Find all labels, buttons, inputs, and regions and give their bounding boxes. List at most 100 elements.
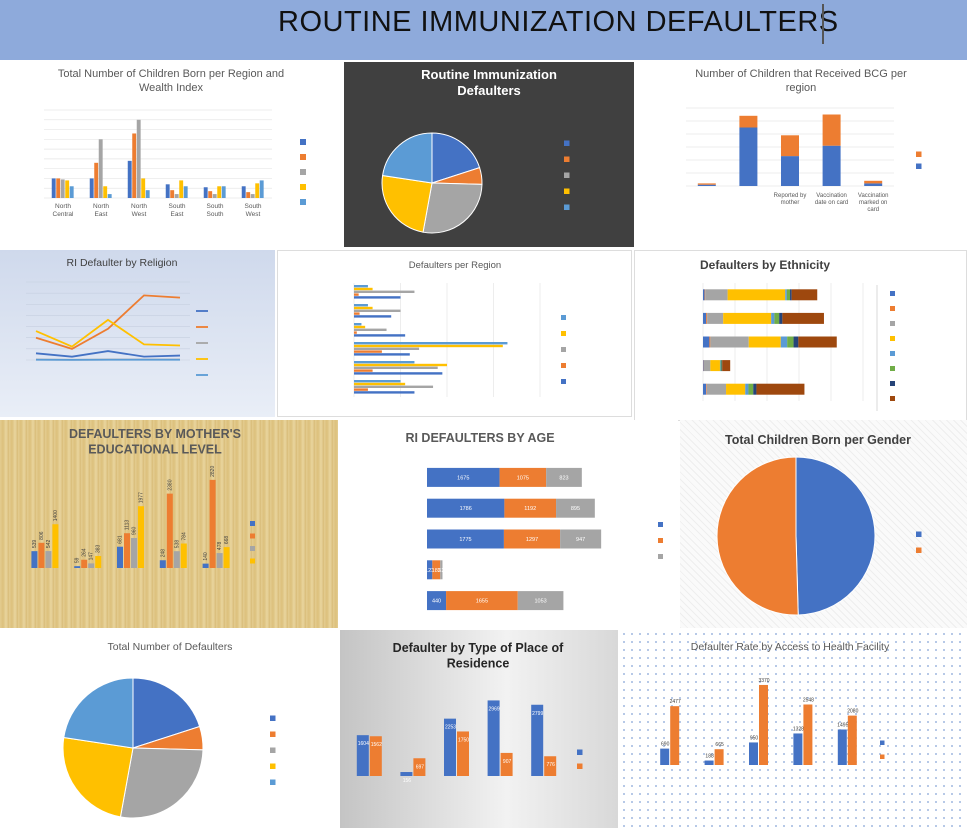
- bar-value-label: 2548: [803, 697, 814, 703]
- legend-swatch-medium: [564, 156, 570, 162]
- bar-urban: [781, 135, 799, 157]
- pie-slice-unvaccinated: [381, 132, 433, 184]
- bar-igbo: [787, 336, 794, 348]
- bar-big-problem: [749, 742, 758, 765]
- bar-value-label: 264: [82, 548, 88, 557]
- bar-kanuri-beriberi: [798, 336, 837, 348]
- chart-religion-line: RI Defaulter by Religion: [26, 257, 208, 376]
- bar-value-label: 1977: [139, 492, 145, 503]
- bar-value-label: 907: [503, 759, 512, 765]
- bar-value-label: 1775: [459, 537, 471, 543]
- legend-swatch-2: [658, 554, 663, 559]
- chart-title: Defaulters by Ethnicity: [700, 258, 830, 272]
- bar-not-a-big-problem: [759, 684, 768, 765]
- bar-1: [503, 529, 561, 549]
- panel-ethnicity: Defaulters by Ethnicity: [634, 250, 967, 421]
- bar-fully-immunized: [354, 334, 406, 337]
- bar-value-label: 2820: [210, 466, 216, 477]
- legend-swatch-partially-high: [564, 172, 570, 178]
- legend-swatch-poorer: [300, 154, 306, 160]
- bar-poorest: [98, 139, 103, 198]
- pie-slice-partially-high: [422, 182, 483, 234]
- bar-richest: [107, 194, 112, 198]
- bar-poorest: [174, 194, 179, 198]
- bar-medium: [354, 331, 357, 334]
- bar-no-education: [209, 479, 216, 568]
- bar-ijaw-izon: [721, 360, 723, 372]
- bar-poorest: [136, 119, 141, 198]
- bar-1: [432, 560, 441, 580]
- bar-rural: [531, 704, 544, 776]
- bar-partially-high: [354, 328, 387, 331]
- bar-big-problem: [837, 729, 847, 765]
- bar-richer: [103, 186, 108, 198]
- bar-rural: [444, 718, 456, 776]
- bar-value-label: 2253: [445, 725, 456, 731]
- bar-ekoi: [706, 383, 707, 395]
- pie-slice-partially-low: [381, 174, 433, 233]
- legend-swatch-female: [916, 531, 922, 537]
- bar-urban: [457, 731, 469, 776]
- bar-igbo: [774, 312, 780, 324]
- panel-region-defaulters: Defaulters per Region: [277, 250, 632, 417]
- bar-unvaccinated: [354, 361, 415, 364]
- bar-rural: [697, 184, 716, 186]
- legend-swatch-no-education: [250, 533, 255, 539]
- legend-swatch-rural: [577, 749, 583, 755]
- bar-secondary-education: [95, 556, 102, 568]
- bar-big-problem: [793, 733, 803, 765]
- pie-slice-female: [795, 456, 876, 616]
- bar-fully-immunized: [354, 391, 415, 394]
- bar-ibibio: [745, 383, 749, 395]
- bar-ibibio: [719, 360, 721, 372]
- bar-2: [556, 498, 595, 518]
- bar-rural: [781, 156, 799, 186]
- x-tick-label: North Central: [53, 203, 75, 218]
- bar-big-problem: [704, 760, 714, 765]
- bar-middle: [203, 187, 208, 198]
- bar-medium: [354, 369, 373, 372]
- chart-title: RI Defaulter by Religion: [67, 257, 178, 269]
- bar-richer: [217, 186, 222, 198]
- bar-not-a-big-problem: [714, 749, 724, 765]
- legend-swatch-ekoi: [890, 306, 895, 311]
- chart-health-access: Defaulter Rate by Access to Health Facil…: [660, 641, 890, 765]
- chart-gender-pie: Total Children Born per Gender: [716, 433, 922, 616]
- bar-richest: [259, 180, 264, 198]
- legend-swatch-medium: [561, 363, 566, 368]
- bar-value-label: 1750: [458, 737, 469, 743]
- bar-no-education: [81, 559, 88, 568]
- bar-middle: [241, 186, 246, 198]
- bar-primary-education: [173, 551, 180, 568]
- bar-poorer: [56, 178, 61, 198]
- bar-2: [560, 529, 602, 549]
- bar-hausa: [710, 360, 720, 372]
- bar-0: [427, 560, 433, 580]
- bar-partially-low: [354, 363, 447, 367]
- bar-partially-low: [354, 382, 406, 386]
- bar-rural: [864, 183, 883, 186]
- bar-richest: [221, 186, 226, 198]
- bar-1: [499, 467, 547, 487]
- bar-value-label: 156: [403, 778, 412, 784]
- legend-swatch-unvaccinated: [564, 204, 570, 210]
- legend-swatch-urban: [577, 763, 583, 769]
- legend-swatch-1: [658, 538, 663, 543]
- x-tick-label: Reported by mother: [774, 193, 807, 206]
- bar-kanuri-beriberi: [782, 312, 824, 324]
- bar-higher-education: [31, 551, 38, 568]
- bar-value-label: 1192: [524, 506, 536, 512]
- x-tick-label: South West: [245, 203, 262, 218]
- legend-swatch-secondary-education: [250, 558, 255, 564]
- chart-title: Defaulters per Region: [409, 260, 501, 271]
- bar-medium: [354, 312, 360, 315]
- bar-unvaccinated: [354, 304, 368, 307]
- bar-igbo: [748, 383, 754, 395]
- bar-0: [427, 591, 447, 611]
- legend-swatch-hausa: [890, 336, 895, 341]
- panel-ri-defaulters: Routine Immunization Defaulters: [344, 62, 634, 247]
- bar-value-label: 1655: [476, 599, 488, 605]
- legend-swatch-ibibio: [890, 351, 895, 356]
- pie-slice-fully-immunized: [132, 677, 201, 749]
- bar-richest: [183, 186, 188, 198]
